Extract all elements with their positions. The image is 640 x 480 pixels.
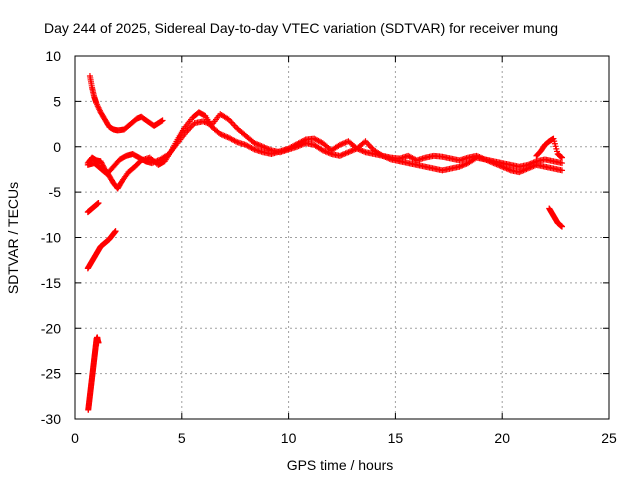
data-point: [159, 117, 166, 124]
y-axis-title: SDTVAR / TECUs: [5, 182, 21, 294]
data-point: [559, 160, 566, 167]
data-marks: [84, 72, 566, 413]
data-point: [95, 200, 102, 207]
y-tick-label: -25: [41, 366, 61, 382]
chart-title: Day 244 of 2025, Sidereal Day-to-day VTE…: [44, 20, 558, 36]
series-arc-4: [84, 200, 102, 216]
data-point: [559, 223, 566, 230]
data-point: [558, 154, 565, 161]
data-point: [559, 154, 566, 161]
x-tick-label: 0: [71, 430, 79, 446]
x-tick-label: 5: [178, 430, 186, 446]
data-point: [95, 339, 102, 346]
x-tick-label: 15: [388, 430, 404, 446]
x-tick-label: 10: [281, 430, 297, 446]
y-tick-label: 5: [53, 93, 61, 109]
grid-lines: [75, 56, 609, 419]
x-tick-label: 25: [601, 430, 617, 446]
series-arc-7: [533, 135, 566, 161]
y-tick-label: 10: [45, 48, 61, 64]
series-arc-8: [546, 205, 566, 230]
series-arc-6: [85, 334, 102, 413]
x-axis-title: GPS time / hours: [287, 457, 394, 473]
axis-ticks: [74, 55, 610, 420]
data-point: [559, 167, 566, 174]
y-tick-labels: -30 -25 -20 -15 -10 -5 0 5 10: [41, 48, 61, 427]
x-tick-label: 20: [494, 430, 510, 446]
series-arc-3: [84, 111, 566, 177]
x-tick-labels: 0 5 10 15 20 25: [71, 430, 617, 446]
series-arc-5: [84, 228, 119, 272]
y-tick-label: -10: [41, 230, 61, 246]
y-tick-label: -20: [41, 320, 61, 336]
y-tick-label: 0: [53, 139, 61, 155]
y-tick-label: -5: [49, 184, 62, 200]
series-arc-1: [86, 72, 166, 134]
data-point: [112, 228, 119, 235]
y-tick-label: -15: [41, 275, 61, 291]
y-tick-label: -30: [41, 411, 61, 427]
